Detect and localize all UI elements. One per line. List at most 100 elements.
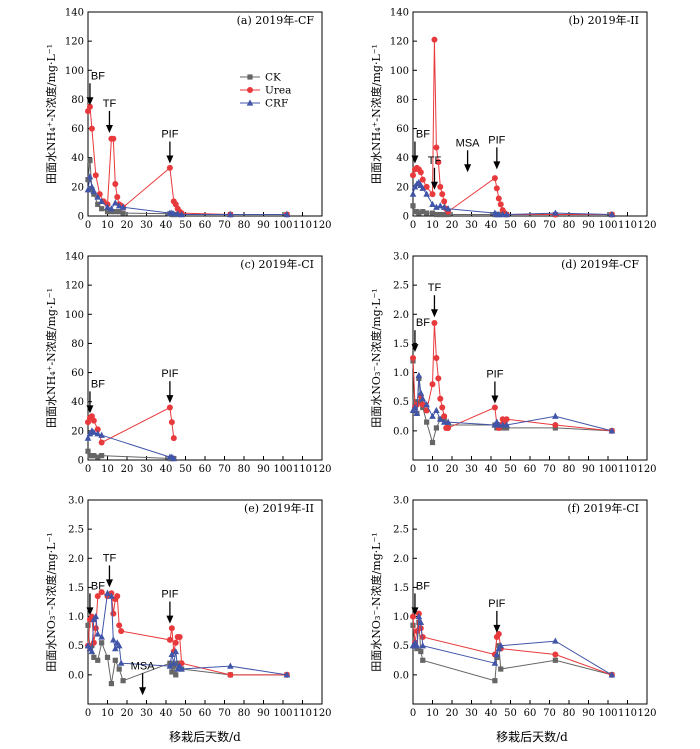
data-point-urea — [227, 671, 234, 678]
x-tick-label: 60 — [524, 464, 537, 475]
y-axis-label: 田面水NO₃⁻-N浓度/mg·L⁻¹ — [369, 532, 383, 671]
annotation-arrow-head — [493, 624, 501, 633]
panel-title: (e) 2019年-II — [244, 501, 314, 515]
chart-panel-5: 0 10 20 30 40 50 60 70 80 90 100 110 120 0.0 0.5 1.0 1.5… — [44, 496, 332, 720]
data-point-urea — [410, 172, 416, 179]
data-point-ck — [120, 210, 126, 216]
data-point-crf — [283, 210, 291, 218]
data-point-ck — [91, 453, 97, 459]
x-tick-label: 120 — [312, 708, 331, 719]
series-crf — [84, 589, 291, 678]
y-tick-label: 3.0 — [393, 496, 409, 507]
data-point-ck — [95, 657, 101, 663]
data-point-urea — [493, 185, 500, 192]
data-point-crf — [170, 454, 178, 462]
chart-panel-1: 0 10 20 30 40 50 60 70 80 90 100 110 120020406080100… — [44, 8, 332, 232]
data-point-urea — [168, 625, 175, 632]
data-point-crf — [608, 210, 616, 218]
y-tick-label: 1.5 — [393, 583, 409, 594]
annotation-arrow-head — [430, 181, 438, 190]
x-tick-label: 10 — [426, 464, 439, 475]
x-tick-label: 80 — [563, 708, 576, 719]
data-point-urea — [116, 622, 123, 629]
data-point-ck — [552, 657, 558, 663]
data-point-crf — [429, 412, 436, 419]
data-point-ck — [410, 622, 416, 628]
annotation-label: PIF — [488, 134, 505, 146]
data-point-ck — [108, 681, 114, 687]
y-axis-label: 田面水NH₄⁺-N浓度/mg·L⁻¹ — [44, 44, 58, 184]
data-point-crf — [411, 403, 419, 411]
data-point-crf — [92, 612, 100, 620]
y-tick-label: 2.0 — [393, 310, 409, 321]
annotation-pif: PIF — [161, 589, 179, 624]
x-tick-label: 50 — [179, 708, 192, 719]
data-point-urea — [86, 103, 93, 110]
x-tick-label: 10 — [101, 708, 114, 719]
annotation-pif: PIF — [161, 368, 179, 404]
data-point-ck — [99, 453, 105, 459]
legend-label-ck: CK — [265, 72, 281, 84]
x-tick-label: 80 — [563, 220, 576, 231]
x-tick-label: 20 — [121, 708, 134, 719]
data-point-crf — [90, 187, 98, 194]
data-point-crf — [168, 650, 176, 658]
annotation-arrow-head — [166, 395, 174, 404]
data-point-crf — [178, 210, 185, 218]
data-point-crf — [172, 647, 180, 655]
data-point-ck — [169, 669, 175, 675]
y-tick-label: 20 — [396, 182, 409, 193]
series-crf — [84, 173, 291, 218]
chart-panel-4: 0 10 20 30 40 50 60 70 80 90 100 110 120 0.0 0.5 1.0 1.5… — [369, 252, 657, 476]
data-point-urea — [441, 413, 448, 420]
series-urea — [85, 589, 290, 678]
data-point-crf — [112, 645, 119, 652]
annotation-label: BF — [416, 317, 430, 329]
y-tick-label: 0 — [403, 212, 409, 223]
data-point-ck — [410, 203, 416, 209]
y-tick-label: 0.0 — [393, 426, 409, 437]
annotation-label: PIF — [161, 129, 178, 141]
annotation-arrow-head — [105, 579, 113, 588]
data-point-urea — [431, 36, 438, 43]
y-tick-label: 20 — [71, 182, 84, 193]
data-point-crf — [493, 650, 501, 658]
data-point-crf — [98, 633, 105, 640]
x-tick-label: 60 — [199, 220, 212, 231]
y-tick-label: 140 — [65, 252, 84, 263]
chart-panel-2: 0 10 20 30 40 50 60 70 80 90 100 110 120020406080100… — [369, 8, 657, 232]
data-point-urea — [497, 201, 504, 208]
data-point-crf — [444, 205, 452, 212]
x-tick-label: 100 — [273, 220, 292, 231]
y-tick-label: 1.0 — [393, 612, 409, 623]
x-tick-label: 70 — [543, 464, 556, 475]
data-point-ck — [433, 425, 439, 431]
y-axis-label: 田面水NO₃⁻-N浓度/mg·L⁻¹ — [44, 532, 58, 671]
y-tick-label: 1.0 — [393, 368, 409, 379]
x-tick-label: 40 — [485, 464, 498, 475]
plot-frame — [87, 255, 323, 461]
data-point-ck — [504, 425, 510, 431]
annotation-tf: TF — [428, 282, 441, 318]
data-point-urea — [441, 198, 448, 205]
annotation-bf: BF — [86, 580, 105, 616]
data-point-urea — [166, 404, 173, 411]
annotation-label: PIF — [161, 368, 178, 380]
y-tick-label: 1.5 — [68, 583, 84, 594]
annotation-arrow-head — [86, 607, 94, 616]
data-point-urea — [423, 183, 430, 190]
x-tick-label: 0 — [410, 220, 416, 231]
x-tick-label: 60 — [524, 220, 537, 231]
data-point-ck — [433, 211, 439, 218]
data-point-crf — [413, 409, 421, 416]
data-point-ck — [85, 176, 91, 183]
plot-frame — [87, 11, 323, 217]
data-point-crf — [413, 642, 421, 649]
data-point-crf — [608, 427, 616, 434]
data-point-ck — [120, 678, 126, 684]
series-crf — [84, 427, 178, 462]
annotation-msa: MSA — [456, 137, 480, 173]
x-tick-label: 50 — [504, 464, 517, 475]
data-point-crf — [98, 197, 105, 205]
